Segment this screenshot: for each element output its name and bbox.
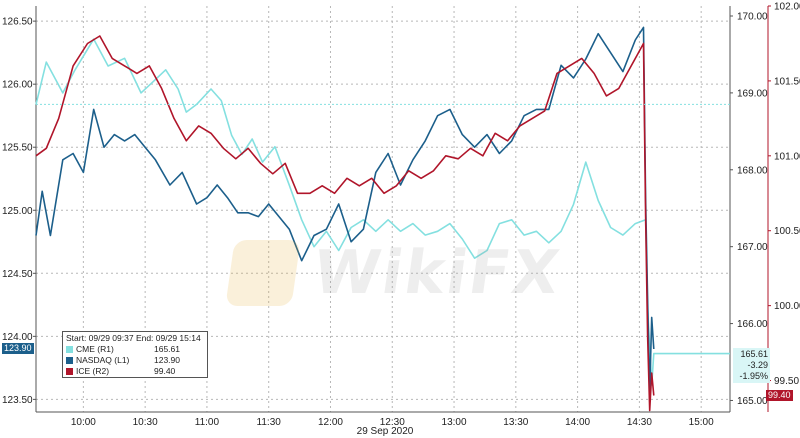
legend-swatch-nasdaq [66, 357, 73, 364]
legend-value-cme: 165.61 [154, 344, 180, 354]
x-tick-label: 11:30 [257, 417, 282, 428]
x-tick-label: 13:00 [442, 417, 467, 428]
r1-tick-label: 166.00 [737, 319, 768, 330]
time-axis: 10:00 10:30 11:00 11:30 12:00 12:30 13:00 13:30… [71, 417, 714, 428]
cme-change: -3.29 [747, 359, 768, 370]
x-axis-label: 29 Sep 2020 [357, 426, 414, 437]
legend-value-nasdaq: 123.90 [154, 355, 180, 365]
x-tick-label: 13:30 [503, 417, 528, 428]
plot-frame [35, 6, 769, 413]
left-tick-label: 126.50 [2, 17, 33, 28]
cme-change-percent: -1.95% [739, 370, 768, 381]
legend-item-cme: CME (R1) 165.61 [66, 344, 204, 355]
left-tick-label: 123.50 [2, 395, 33, 406]
x-tick-label: 10:00 [71, 417, 96, 428]
nasdaq-last-value-tag: 123.90 [2, 342, 34, 354]
r2-tick-label: 101.00 [774, 151, 800, 162]
legend-item-nasdaq: NASDAQ (L1) 123.90 [66, 355, 204, 366]
ice-last-value-tag: 99.40 [766, 389, 793, 401]
r1-tick-label: 165.00 [737, 396, 768, 407]
x-tick-label: 14:00 [565, 417, 590, 428]
series-line-cme [35, 38, 730, 386]
legend-label-nasdaq: NASDAQ (L1) [76, 355, 130, 365]
left-tick-label: 125.50 [2, 143, 33, 154]
left-tick-label: 125.00 [2, 206, 33, 217]
r1-tick-label: 170.00 [737, 11, 768, 22]
r2-tick-label: 99.50 [774, 376, 799, 387]
series-line-ice [35, 35, 655, 412]
x-tick-label: 10:30 [133, 417, 158, 428]
legend-value-ice: 99.40 [154, 366, 176, 376]
left-tick-label: 126.00 [2, 80, 33, 91]
legend-label-cme: CME (R1) [76, 344, 114, 354]
x-tick-label: 12:00 [318, 417, 343, 428]
r1-tick-label: 169.00 [737, 88, 768, 99]
r2-tick-label: 102.00 [774, 2, 800, 13]
legend-swatch-ice [66, 368, 73, 375]
legend-header: Start: 09/29 09:37 End: 09/29 15:14 [66, 333, 201, 343]
series-lines [35, 26, 730, 412]
x-tick-label: 12:30 [380, 417, 405, 428]
r2-tick-label: 101.50 [774, 76, 800, 87]
x-tick-label: 14:30 [627, 417, 652, 428]
left-axis: 123.50 124.00 124.50 125.00 125.50 126.00 126.… [2, 17, 36, 406]
right-axis-r2: 99.50 100.00 100.50 101.00 101.50 102.00 [768, 2, 800, 387]
x-tick-label: 15:00 [689, 417, 714, 428]
x-tick-label: 11:00 [195, 417, 220, 428]
legend-label-ice: ICE (R2) [76, 366, 110, 376]
series-line-nasdaq [35, 26, 655, 394]
right-axis-r1: 165.00 166.00 167.00 168.00 169.00 170.00 [730, 11, 768, 407]
r1-tick-label: 167.00 [737, 242, 768, 253]
r2-tick-label: 100.00 [774, 301, 800, 312]
left-tick-label: 124.50 [2, 269, 33, 280]
legend-item-ice: ICE (R2) 99.40 [66, 366, 204, 377]
legend-swatch-cme [66, 346, 73, 353]
legend: Start: 09/29 09:37 End: 09/29 15:14 CME … [62, 331, 208, 378]
cme-last-value-tag: 165.61 -3.29 -1.95% [733, 347, 770, 383]
r2-tick-label: 100.50 [774, 226, 800, 237]
left-tick-label: 124.00 [2, 332, 33, 343]
cme-last-value: 165.61 [740, 348, 768, 359]
r1-tick-label: 168.00 [737, 165, 768, 176]
